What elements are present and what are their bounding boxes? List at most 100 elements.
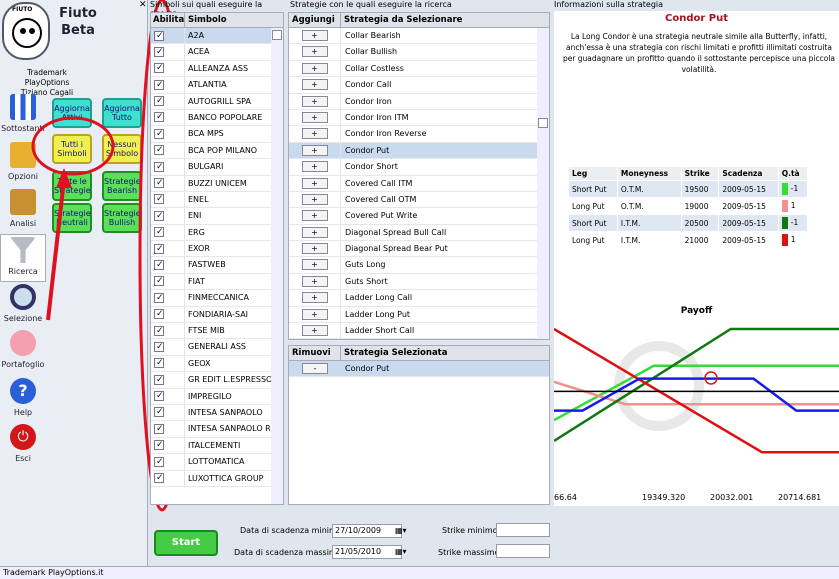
- enable-checkbox[interactable]: [154, 159, 164, 174]
- symbol-row[interactable]: ATLANTIA: [151, 77, 283, 94]
- add-strategy-button[interactable]: +: [301, 226, 328, 238]
- add-strategy-button[interactable]: +: [301, 210, 328, 222]
- symbol-row[interactable]: ENEL: [151, 191, 283, 209]
- strike-min-input[interactable]: [496, 523, 550, 537]
- nav-ricerca[interactable]: Ricerca: [0, 234, 46, 282]
- symbol-row[interactable]: ACEA: [151, 44, 283, 61]
- add-strategy-button[interactable]: +: [301, 193, 328, 205]
- symbol-row[interactable]: IMPREGILO: [151, 388, 283, 405]
- symbol-row[interactable]: GENERALI ASS: [151, 339, 283, 356]
- enable-checkbox[interactable]: [154, 454, 164, 470]
- symbol-row[interactable]: FONDIARIA-SAI: [151, 306, 283, 324]
- enable-checkbox[interactable]: [154, 339, 164, 355]
- strategies-scrollbar[interactable]: [537, 28, 549, 339]
- enable-checkbox[interactable]: [154, 61, 164, 76]
- symbol-row[interactable]: ERG: [151, 224, 283, 242]
- symbol-row[interactable]: FINMECCANICA: [151, 290, 283, 307]
- symbol-row[interactable]: FIAT: [151, 273, 283, 291]
- scroll-thumb[interactable]: [272, 30, 282, 40]
- enable-checkbox[interactable]: [154, 405, 164, 420]
- symbol-row[interactable]: GR EDIT L.ESPRESSO: [151, 372, 283, 389]
- add-strategy-button[interactable]: +: [301, 325, 328, 337]
- start-button[interactable]: Start: [154, 530, 218, 556]
- enable-checkbox[interactable]: [154, 225, 164, 240]
- scad-max-input[interactable]: 21/05/2010: [332, 545, 402, 559]
- enable-checkbox[interactable]: [154, 126, 164, 142]
- enable-checkbox[interactable]: [154, 192, 164, 207]
- enable-checkbox[interactable]: [154, 143, 164, 158]
- nav-analisi[interactable]: Analisi: [0, 187, 46, 235]
- add-strategy-button[interactable]: +: [301, 128, 328, 140]
- add-strategy-button[interactable]: +: [301, 161, 328, 173]
- strike-max-input[interactable]: [496, 544, 550, 558]
- symbol-row[interactable]: FTSE MIB: [151, 323, 283, 340]
- remove-strategy-button[interactable]: -: [302, 363, 328, 374]
- enable-checkbox[interactable]: [154, 356, 164, 371]
- strategie-neutrali-button[interactable]: Strategie Neutrali: [52, 203, 92, 233]
- enable-checkbox[interactable]: [154, 44, 164, 60]
- enable-checkbox[interactable]: [154, 241, 164, 256]
- nav-help[interactable]: ? Help: [0, 376, 46, 424]
- enable-checkbox[interactable]: [154, 176, 164, 191]
- symbol-row[interactable]: ITALCEMENTI: [151, 437, 283, 455]
- enable-checkbox[interactable]: [154, 77, 164, 93]
- symbol-row[interactable]: BUZZI UNICEM: [151, 175, 283, 192]
- symbol-row[interactable]: LOTTOMATICA: [151, 454, 283, 471]
- scad-min-input[interactable]: 27/10/2009: [332, 524, 402, 538]
- enable-checkbox[interactable]: [154, 471, 164, 486]
- symbol-row[interactable]: BULGARI: [151, 159, 283, 176]
- tutti-simboli-button[interactable]: Tutti i Simboli: [52, 134, 92, 164]
- add-strategy-button[interactable]: +: [301, 62, 328, 74]
- enable-checkbox[interactable]: [154, 274, 164, 289]
- enable-checkbox[interactable]: [154, 421, 164, 437]
- enable-checkbox[interactable]: [154, 372, 164, 388]
- nav-esci[interactable]: ⏻ Esci: [0, 422, 46, 470]
- tutte-strategie-button[interactable]: Tutte le Strategie: [52, 171, 92, 201]
- add-strategy-button[interactable]: +: [301, 30, 328, 41]
- symbol-row[interactable]: AUTOGRILL SPA: [151, 93, 283, 110]
- enable-checkbox[interactable]: [154, 290, 164, 306]
- enable-checkbox[interactable]: [154, 94, 164, 109]
- nav-opzioni[interactable]: Opzioni: [0, 140, 46, 188]
- add-strategy-button[interactable]: +: [301, 177, 328, 189]
- add-strategy-button[interactable]: +: [301, 275, 328, 287]
- add-strategy-button[interactable]: +: [301, 144, 328, 156]
- add-strategy-button[interactable]: +: [301, 46, 328, 58]
- enable-checkbox[interactable]: [154, 323, 164, 338]
- nav-portafoglio[interactable]: Portafoglio: [0, 328, 46, 376]
- strategie-bullish-button[interactable]: Strategie Bullish: [102, 203, 142, 233]
- symbol-row[interactable]: FASTWEB: [151, 257, 283, 274]
- calendar-icon[interactable]: ▦▾: [395, 547, 407, 556]
- scroll-thumb[interactable]: [538, 118, 548, 128]
- symbol-row[interactable]: ALLEANZA ASS: [151, 60, 283, 78]
- aggiorna-attivi-button[interactable]: Aggiorna Attivi: [52, 98, 92, 128]
- symbol-row[interactable]: BCA POP MILANO: [151, 142, 283, 160]
- add-strategy-button[interactable]: +: [301, 292, 328, 304]
- add-strategy-button[interactable]: +: [301, 259, 328, 271]
- close-icon[interactable]: ✕: [139, 0, 147, 10]
- enable-checkbox[interactable]: [154, 438, 164, 453]
- nav-selezione[interactable]: Selezione: [0, 282, 46, 330]
- symbol-row[interactable]: INTESA SANPAOLO RSP: [151, 421, 283, 438]
- add-strategy-button[interactable]: +: [301, 79, 328, 91]
- symbol-row[interactable]: ENI: [151, 208, 283, 225]
- enable-checkbox[interactable]: [154, 28, 164, 43]
- enable-checkbox[interactable]: [154, 389, 164, 404]
- symbol-row[interactable]: LUXOTTICA GROUP: [151, 470, 283, 487]
- aggiorna-tutto-button[interactable]: Aggiorna Tutto: [102, 98, 142, 128]
- strategie-bearish-button[interactable]: Strategie Bearish: [102, 171, 142, 201]
- nav-sottostanti[interactable]: Sottostanti: [0, 92, 46, 140]
- nessun-simbolo-button[interactable]: Nessun Simbolo: [102, 134, 142, 164]
- symbol-row[interactable]: EXOR: [151, 241, 283, 258]
- symbol-row[interactable]: INTESA SANPAOLO: [151, 404, 283, 422]
- enable-checkbox[interactable]: [154, 257, 164, 273]
- enable-checkbox[interactable]: [154, 307, 164, 322]
- add-strategy-button[interactable]: +: [301, 111, 328, 123]
- symbol-row[interactable]: BCA MPS: [151, 126, 283, 143]
- enable-checkbox[interactable]: [154, 208, 164, 224]
- add-strategy-button[interactable]: +: [301, 308, 328, 320]
- add-strategy-button[interactable]: +: [301, 95, 328, 107]
- symbol-row[interactable]: GEOX: [151, 355, 283, 373]
- symbol-row[interactable]: A2A: [151, 28, 283, 45]
- enable-checkbox[interactable]: [154, 110, 164, 125]
